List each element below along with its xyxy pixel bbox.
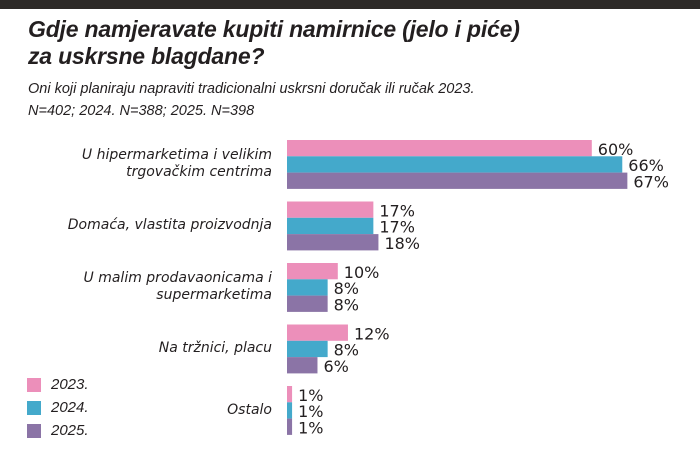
data-label: 66% bbox=[628, 156, 664, 175]
data-label: 17% bbox=[379, 218, 415, 237]
bar bbox=[287, 217, 374, 235]
category-label-line: U malim prodavaonicama i bbox=[83, 270, 272, 287]
category-label-line: Na tržnici, placu bbox=[158, 340, 272, 357]
data-label: 8% bbox=[334, 295, 359, 314]
legend-item: 2023. bbox=[27, 373, 89, 396]
chart-title-line-1: Gdje namjeravate kupiti namirnice (jelo … bbox=[28, 16, 520, 42]
bar bbox=[287, 201, 374, 218]
data-label: 18% bbox=[384, 234, 420, 253]
legend-swatch bbox=[27, 377, 41, 392]
data-label: 17% bbox=[379, 201, 415, 220]
bar bbox=[287, 295, 328, 312]
category-label: U malim prodavaonicama i supermarketima bbox=[12, 270, 272, 304]
bar-group: 12%8%6% bbox=[287, 324, 390, 376]
bar bbox=[287, 234, 379, 251]
bar bbox=[287, 140, 592, 157]
legend: 2023. 2024. 2025. bbox=[27, 373, 89, 442]
chart-subtitle-line-1: Oni koji planiraju napraviti tradicional… bbox=[28, 81, 475, 97]
legend-label: 2024. bbox=[51, 399, 89, 416]
category-label: Domaća, vlastita proizvodnja bbox=[12, 217, 272, 234]
bar bbox=[287, 279, 328, 296]
bar-group: 60%66%67% bbox=[287, 140, 669, 191]
legend-swatch bbox=[27, 423, 41, 438]
bar-group: 17%17%18% bbox=[287, 201, 420, 253]
data-label: 1% bbox=[298, 418, 323, 437]
bar bbox=[287, 263, 338, 280]
chart-subtitle-line-2: N=402; 2024. N=388; 2025. N=398 bbox=[28, 103, 255, 119]
category-label-line: trgovačkim centrima bbox=[126, 164, 272, 181]
top-bar bbox=[0, 0, 700, 9]
category-label-line: U hipermarketima i velikim bbox=[81, 147, 272, 164]
data-label: 1% bbox=[298, 386, 323, 405]
bar bbox=[287, 402, 293, 419]
bar bbox=[287, 418, 293, 435]
bar bbox=[287, 386, 293, 403]
data-label: 67% bbox=[633, 172, 669, 191]
data-label: 1% bbox=[298, 402, 323, 421]
data-label: 12% bbox=[354, 324, 390, 343]
bar bbox=[287, 340, 328, 358]
category-label-line: supermarketima bbox=[156, 287, 272, 304]
bar-group: 10%8%8% bbox=[287, 263, 380, 314]
legend-label: 2025. bbox=[51, 422, 89, 439]
chart-title-line-2: za uskrsne blagdane? bbox=[28, 43, 265, 69]
bar bbox=[287, 324, 348, 341]
bar bbox=[287, 172, 628, 189]
legend-item: 2025. bbox=[27, 419, 89, 442]
category-label: Na tržnici, placu bbox=[12, 340, 272, 357]
bar-group: 1%1%1% bbox=[287, 386, 323, 437]
category-label: U hipermarketima i velikim trgovačkim cen… bbox=[12, 147, 272, 181]
category-label-line: Domaća, vlastita proizvodnja bbox=[67, 217, 272, 234]
bar bbox=[287, 156, 623, 173]
legend-item: 2024. bbox=[27, 396, 89, 419]
data-label: 8% bbox=[334, 279, 359, 298]
data-label: 60% bbox=[598, 140, 634, 159]
legend-label: 2023. bbox=[51, 376, 89, 393]
category-label-line: Ostalo bbox=[227, 401, 272, 418]
legend-swatch bbox=[27, 400, 41, 415]
data-label: 6% bbox=[323, 357, 348, 376]
data-label: 8% bbox=[334, 341, 359, 360]
chart-title: Gdje namjeravate kupiti namirnice (jelo … bbox=[28, 16, 668, 70]
chart-subtitle: Oni koji planiraju napraviti tradicional… bbox=[28, 78, 668, 122]
data-label: 10% bbox=[344, 263, 380, 282]
bar bbox=[287, 357, 318, 374]
category-label: Ostalo bbox=[12, 402, 272, 419]
